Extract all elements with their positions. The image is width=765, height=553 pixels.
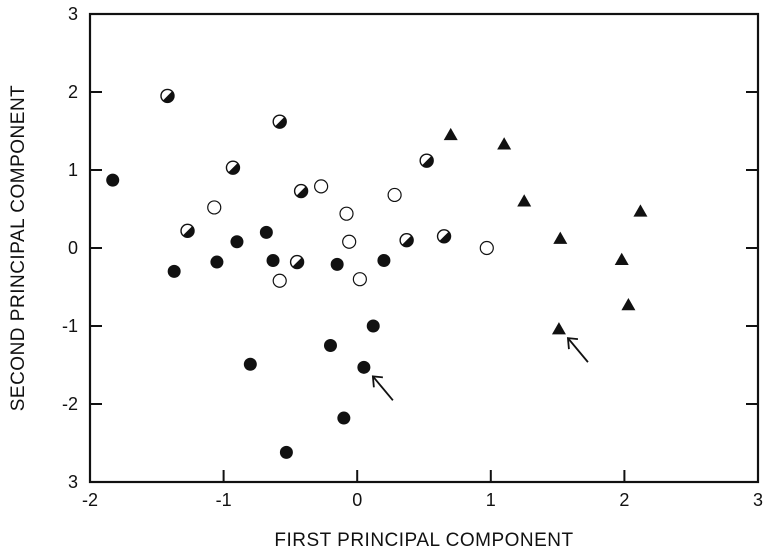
point-filled-triangle [497,137,512,150]
point-filled-circle [230,235,244,249]
point-filled-circle [210,255,224,269]
x-axis-title: FIRST PRINCIPAL COMPONENT [274,530,573,551]
x-axis: -2 -1 0 1 2 3 [82,470,763,510]
point-half-filled-circle [436,229,452,244]
point-filled-circle [243,357,257,371]
point-filled-triangle [633,204,648,217]
data-points [106,88,648,459]
point-open-circle [339,206,354,221]
point-half-filled-circle [160,88,175,104]
point-filled-circle [366,319,380,333]
x-tick-label: 0 [352,490,362,510]
annotations [371,337,589,401]
point-filled-circle [330,257,344,271]
y-tick-label: -1 [62,316,78,336]
point-open-circle [314,179,329,194]
point-filled-circle [279,445,293,459]
point-filled-triangle [614,252,629,265]
point-half-filled-circle [180,223,195,239]
point-filled-triangle [621,297,636,311]
x-tick-label: -1 [216,490,232,510]
point-filled-circle [337,411,351,425]
point-filled-triangle [517,194,532,207]
point-open-circle [342,234,357,249]
y-tick-label: 1 [68,160,78,180]
point-filled-triangle [551,322,566,335]
point-open-circle [207,200,222,215]
point-filled-circle [377,253,391,267]
y-tick-label: 3 [68,4,78,24]
annotation-arrow [371,375,394,401]
point-filled-triangle [553,231,568,244]
point-open-circle [352,272,367,287]
point-filled-circle [167,264,181,278]
point-filled-circle [323,339,337,352]
point-filled-circle [266,253,280,267]
point-filled-circle [106,173,120,187]
point-filled-circle [259,225,273,239]
point-half-filled-circle [272,114,287,129]
point-open-circle [387,187,402,203]
x-tick-label: 2 [619,490,629,510]
point-filled-circle [357,360,371,374]
point-half-filled-circle [289,254,305,270]
y-tick-label: -2 [62,394,78,414]
point-half-filled-circle [399,232,414,248]
x-tick-label: 1 [486,490,496,510]
x-tick-label: -2 [82,490,98,510]
point-half-filled-circle [225,160,241,175]
y-axis: 3 2 1 0 -1 -2 3 [62,4,758,492]
y-tick-label: 3 [68,472,78,492]
y-tick-label: 2 [68,82,78,102]
y-tick-label: 0 [68,238,78,258]
point-half-filled-circle [293,183,309,199]
x-tick-label: 3 [753,490,763,510]
point-half-filled-circle [419,153,434,168]
plot-frame [88,12,760,484]
point-open-circle [272,273,287,288]
point-filled-triangle [443,127,458,141]
point-open-circle [479,240,494,256]
y-axis-title: SECOND PRINCIPAL COMPONENT [8,85,29,412]
annotation-arrow [566,337,589,363]
